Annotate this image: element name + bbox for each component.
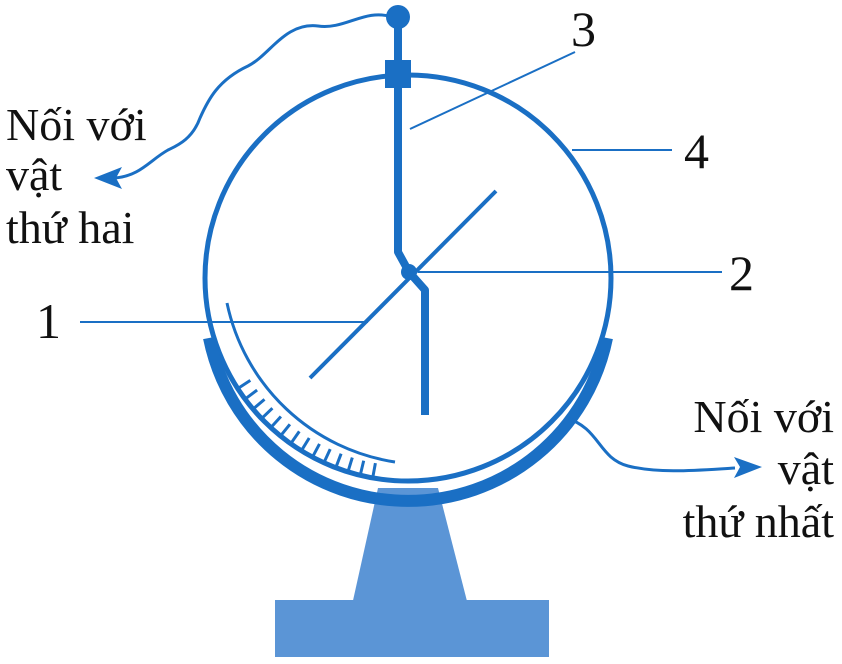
scale-arc [225, 302, 396, 464]
left-note-line-3: thứ hai [6, 202, 134, 253]
needle-2 [308, 189, 498, 380]
right-note-line-3: thứ nhất [683, 496, 835, 547]
scale-tick [244, 388, 259, 401]
stand-base [275, 600, 549, 657]
scale-tick [252, 398, 266, 411]
scale-tick [260, 407, 274, 420]
label-1: 1 [36, 293, 61, 349]
left-note-line-2: vật [6, 149, 62, 200]
scale-tick [236, 379, 252, 390]
scale-tick [334, 453, 343, 469]
scale-tick [322, 448, 332, 464]
label-2: 2 [729, 245, 754, 301]
needle-pivot [401, 264, 417, 280]
wire-arrow-right [734, 457, 762, 478]
left-note-line-1: Nối với [6, 99, 147, 150]
right-note-line-1: Nối với [693, 391, 834, 442]
housing-lower-rim [203, 336, 613, 507]
scale-tick [269, 415, 283, 429]
terminal-knob [386, 5, 410, 29]
stand [275, 488, 549, 657]
scale-tick [311, 443, 321, 458]
leader-line-3 [409, 51, 576, 130]
scale-tick [371, 462, 377, 479]
scale-ticks [236, 379, 377, 479]
scale-tick [358, 460, 366, 476]
stand-neck [352, 488, 468, 605]
scale-tick [289, 430, 301, 445]
label-3: 3 [571, 1, 596, 57]
scale-tick [300, 437, 311, 452]
right-note-line-2: vật [778, 443, 834, 494]
wire-arrow-left [94, 167, 122, 189]
scale-tick [346, 457, 354, 473]
wire-to-first-object [565, 416, 736, 473]
scale-tick [279, 423, 292, 437]
label-4: 4 [684, 123, 709, 179]
wire-to-second-object [114, 13, 393, 180]
